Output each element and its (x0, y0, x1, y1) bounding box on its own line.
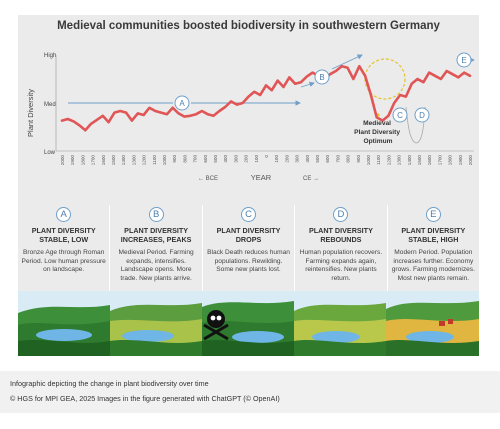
stage-panels: A PLANT DIVERSITY STABLE, LOW Bronze Age… (18, 205, 479, 305)
panel-title: PLANT DIVERSITY REBOUNDS (308, 226, 373, 244)
x-tick-label: 500 (315, 155, 320, 163)
x-tick-label: 1700 (437, 155, 442, 166)
panel-d: D PLANT DIVERSITY REBOUNDS Human populat… (295, 205, 388, 305)
plant-diversity-line (60, 64, 472, 132)
panel-description: Human population recovers. Farming expan… (299, 249, 383, 282)
panel-badge: C (241, 207, 257, 222)
panel-title: PLANT DIVERSITY INCREASES, PEAKS (120, 226, 192, 244)
panel-title: PLANT DIVERSITY STABLE, HIGH (401, 226, 466, 244)
figure-caption: Infographic depicting the change in plan… (0, 371, 500, 413)
x-tick-label: 100 (274, 155, 279, 163)
x-tick-label: 2000 (468, 155, 473, 166)
panel-c: C PLANT DIVERSITY DROPS Black Death redu… (203, 205, 296, 305)
x-tick-label: 100 (254, 155, 259, 163)
black-death-dip-outline (405, 106, 426, 144)
panel-title: PLANT DIVERSITY DROPS (216, 226, 281, 244)
panel-title: PLANT DIVERSITY STABLE, LOW (31, 226, 96, 244)
x-tick-label: 1300 (397, 155, 402, 166)
svg-text:D: D (419, 111, 425, 120)
panel-badge: B (148, 207, 164, 222)
panel-badge: D (333, 207, 349, 222)
y-tick-label: Low (44, 150, 56, 156)
panel-badge: E (425, 207, 441, 222)
x-tick-labels: 2000 1900 1800 1700 1600 1500 1400 1300 1200 1100… (60, 155, 473, 166)
era-right-label: CE → (303, 176, 319, 182)
badge-a: A (174, 95, 190, 111)
x-tick-label: 500 (213, 155, 218, 163)
panel-b: B PLANT DIVERSITY INCREASES, PEAKS Medie… (110, 205, 203, 305)
y-axis-label: Plant Diversity (26, 89, 35, 137)
x-tick-label: 1900 (70, 155, 75, 166)
svg-text:B: B (319, 73, 324, 82)
badge-d: D (414, 107, 430, 123)
chart-badges: A B C D E (174, 52, 472, 123)
x-tick-label: 1700 (91, 155, 96, 166)
x-axis-label: YEAR (251, 173, 272, 182)
x-tick-label: 200 (244, 155, 249, 163)
x-tick-label: 300 (295, 155, 300, 163)
x-tick-label: 1300 (131, 155, 136, 166)
badge-c: C (392, 107, 408, 123)
x-tick-label: 1400 (407, 155, 412, 166)
x-tick-label: 300 (233, 155, 238, 163)
panel-description: Bronze Age through Roman Period. Low hum… (21, 249, 106, 274)
era-left-label: ← BCE (198, 176, 218, 182)
x-tick-label: 1200 (386, 155, 391, 166)
panel-description: Medieval Period. Farming expands, intens… (118, 249, 194, 282)
panel-description: Black Death reduces human populations. R… (207, 249, 290, 274)
badge-e: E (456, 52, 472, 68)
panel-description: Modern Period. Population increases furt… (391, 249, 475, 282)
x-tick-label: 1500 (111, 155, 116, 166)
caption-credit: © HGS for MPI GEA, 2025 Images in the fi… (10, 394, 280, 403)
x-tick-label: 400 (223, 155, 228, 163)
y-tick-label: High (44, 53, 56, 59)
y-tick-label: Med (44, 102, 56, 108)
x-tick-label: 900 (356, 155, 361, 163)
x-tick-label: 700 (193, 155, 198, 163)
x-tick-label: 1400 (121, 155, 126, 166)
panel-a: A PLANT DIVERSITY STABLE, LOW Bronze Age… (18, 205, 111, 305)
x-tick-label: 1500 (417, 155, 422, 166)
x-tick-label: 1000 (366, 155, 371, 166)
x-tick-label: 1000 (162, 155, 167, 166)
svg-text:A: A (179, 99, 185, 108)
panel-e: E PLANT DIVERSITY STABLE, HIGH Modern Pe… (388, 205, 479, 305)
x-tick-label: 1600 (427, 155, 432, 166)
x-tick-label: 800 (346, 155, 351, 163)
x-tick-label: 800 (182, 155, 187, 163)
badge-b: B (314, 69, 330, 85)
landscape-illustration-strip (18, 291, 479, 356)
x-tick-label: 600 (203, 155, 208, 163)
x-tick-label: 1100 (376, 155, 381, 165)
x-tick-label: 0 (264, 155, 269, 158)
caption-title: Infographic depicting the change in plan… (10, 379, 209, 388)
x-tick-label: 700 (335, 155, 340, 163)
x-tick-label: 1800 (80, 155, 85, 166)
svg-text:E: E (461, 56, 466, 65)
y-tick-labels: High Med Low (44, 53, 56, 156)
chart-title: Medieval communities boosted biodiversit… (57, 20, 440, 32)
skull-crossbones-icon (203, 310, 229, 341)
arrow-b-in (300, 81, 315, 88)
x-tick-label: 1600 (101, 155, 106, 166)
panel-badge: A (56, 207, 72, 222)
optimum-annotation: Medieval Plant Diversity Optimum (354, 120, 402, 145)
infographic: Medieval communities boosted biodiversit… (18, 15, 479, 356)
x-tick-label: 1800 (448, 155, 453, 166)
x-tick-label: 1100 (152, 155, 157, 165)
x-tick-label: 400 (305, 155, 310, 163)
x-tick-label: 200 (284, 155, 289, 163)
arrow-b-out (331, 54, 363, 70)
x-tick-label: 1200 (142, 155, 147, 166)
svg-text:C: C (397, 111, 403, 120)
x-tick-label: 600 (325, 155, 330, 163)
x-tick-label: 2000 (60, 155, 65, 166)
x-tick-label: 900 (172, 155, 177, 163)
x-tick-label: 1900 (458, 155, 463, 166)
